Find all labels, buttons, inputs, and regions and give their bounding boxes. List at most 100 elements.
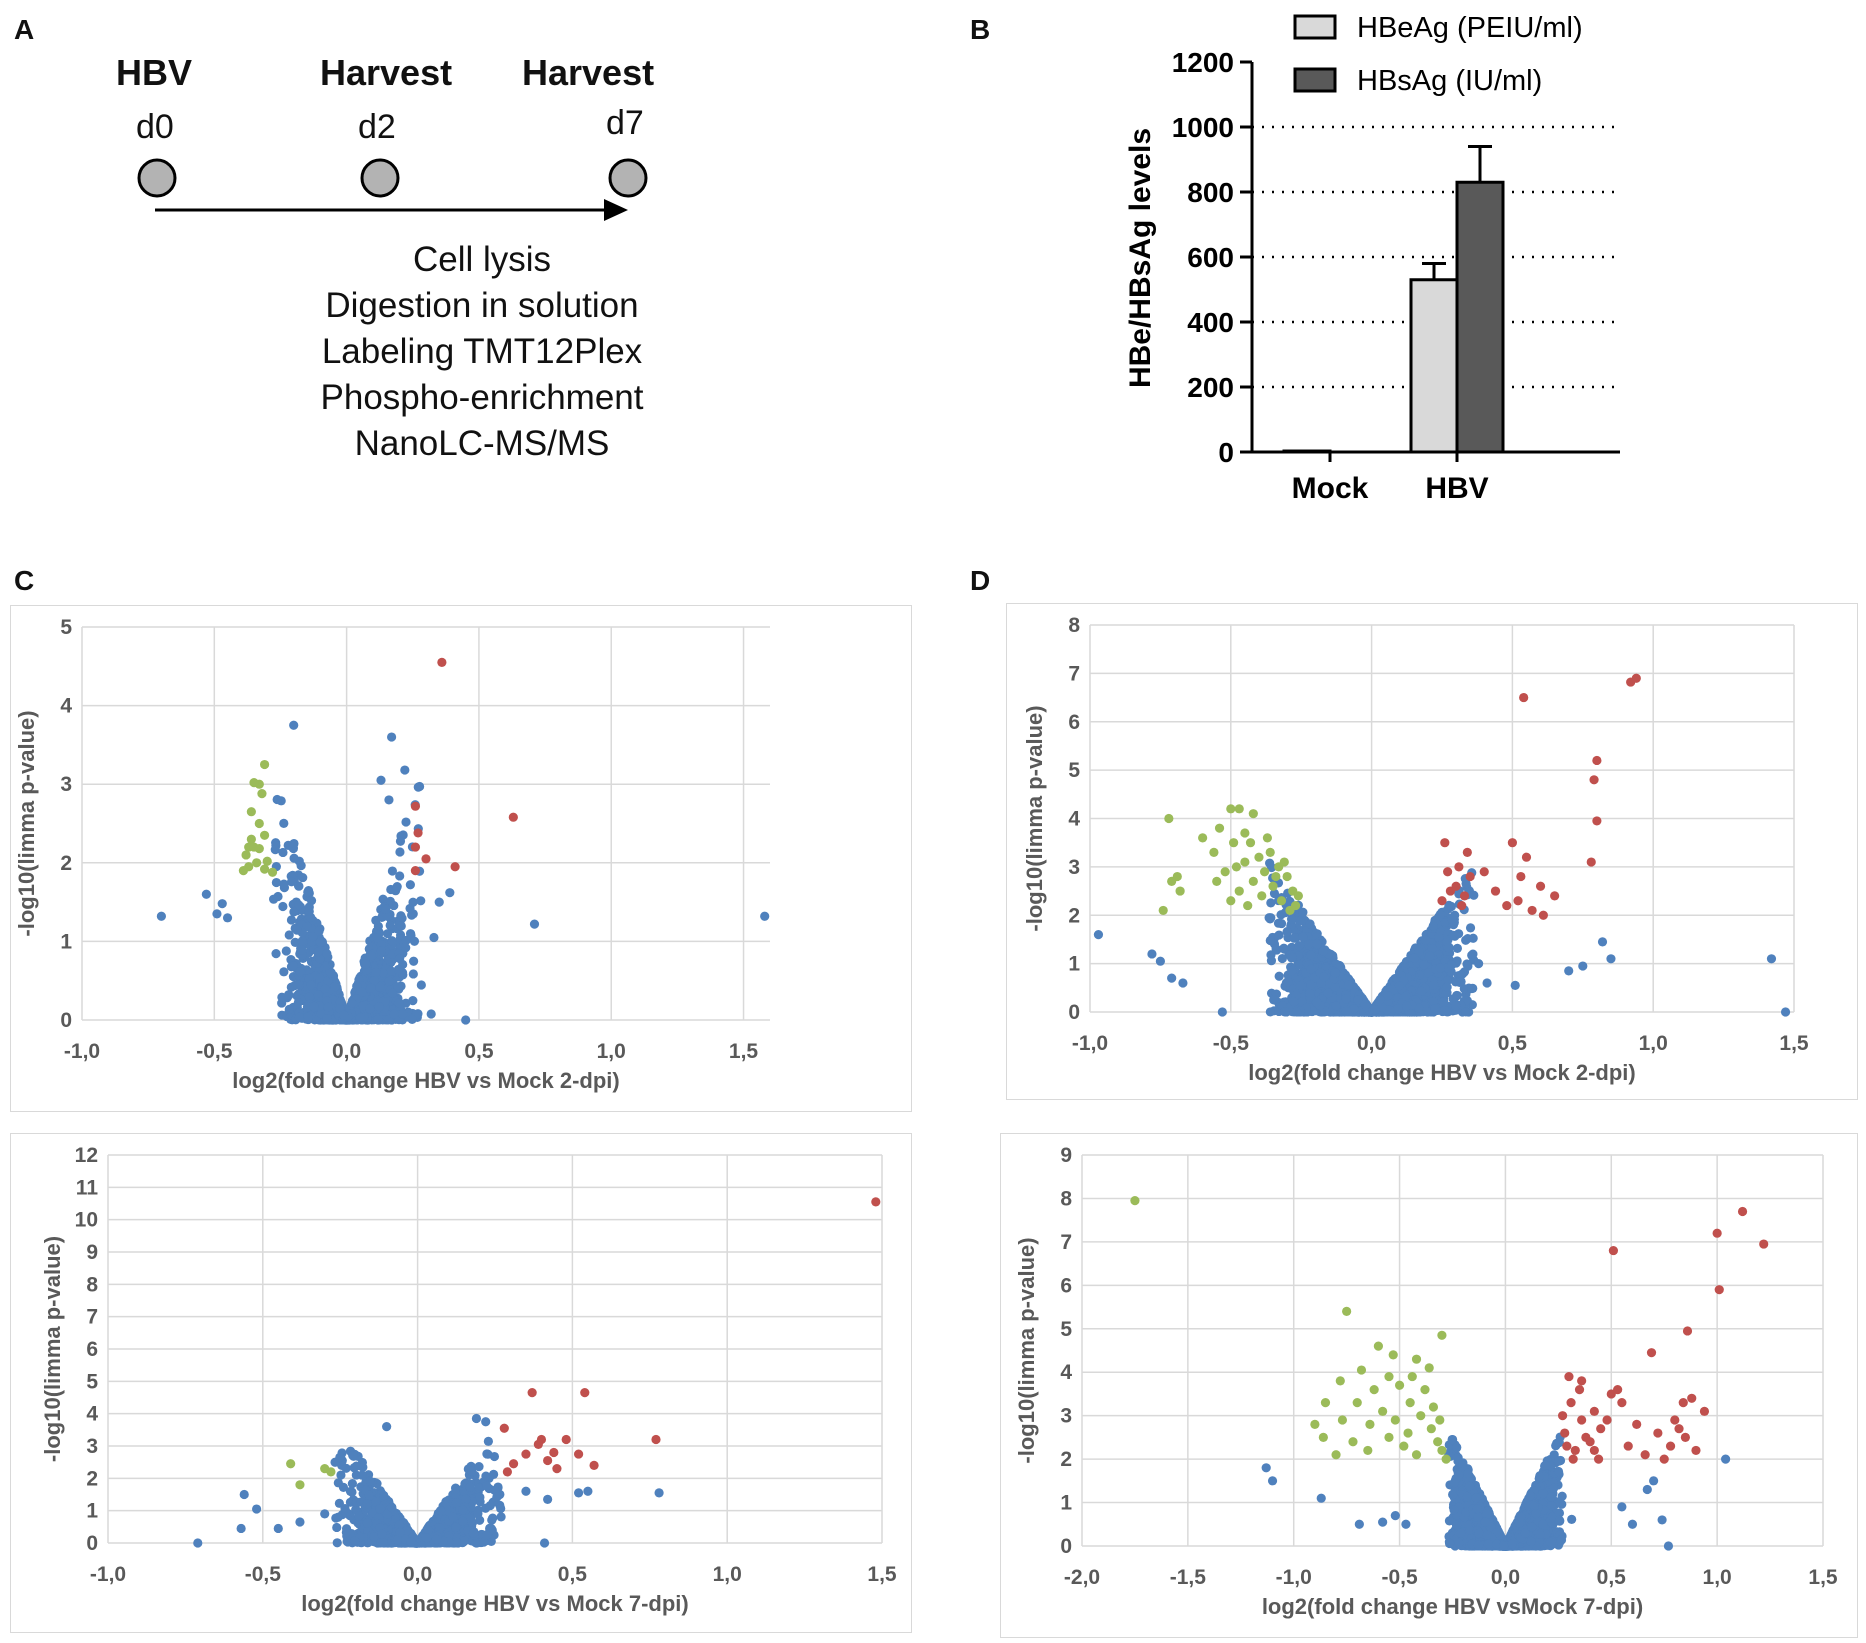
data-point (474, 1483, 484, 1493)
data-point (496, 1512, 506, 1522)
data-point (1459, 984, 1469, 994)
data-point (385, 920, 395, 930)
data-point (304, 906, 314, 916)
workflow-step: Phospho-enrichment (320, 378, 644, 417)
point-cloud (1264, 858, 1479, 1017)
y-tick-label: 200 (1187, 372, 1234, 403)
data-point-up (499, 1423, 509, 1433)
data-point (309, 1001, 319, 1012)
data-point-up (437, 657, 447, 667)
data-point (393, 964, 403, 975)
data-point (474, 1462, 484, 1472)
data-point (468, 1528, 479, 1538)
data-point (451, 1522, 461, 1533)
data-point (482, 1449, 492, 1459)
data-point-up (589, 1460, 599, 1470)
data-point (481, 1417, 491, 1427)
data-point-up (580, 1388, 590, 1398)
data-point (292, 980, 303, 990)
data-point (426, 1009, 436, 1019)
volcano-frame (10, 605, 912, 1112)
data-point (409, 936, 420, 946)
data-point-down (267, 867, 278, 877)
data-point (335, 1452, 345, 1463)
data-point (408, 996, 418, 1006)
data-point (366, 983, 376, 993)
data-point (760, 911, 770, 921)
timeline-marker (137, 158, 177, 198)
data-point (294, 1012, 305, 1022)
panel-label-c: C (14, 565, 35, 596)
legend-swatch (1293, 14, 1337, 40)
data-point (326, 968, 336, 978)
data-point-down (286, 1459, 296, 1469)
data-point (306, 980, 316, 990)
data-point-down (246, 807, 256, 817)
data-point (387, 866, 398, 876)
y-axis-label: HBe/HBsAg levels (1124, 128, 1157, 388)
data-point (269, 894, 279, 904)
x-axis-label: log2(fold change HBV vs Mock 7-dpi) (301, 1591, 688, 1616)
data-point (354, 1511, 364, 1521)
data-point (487, 1515, 497, 1525)
data-point (496, 1503, 506, 1514)
data-point (458, 1516, 468, 1527)
data-point (270, 845, 280, 855)
y-tick-label: 0 (86, 1532, 98, 1555)
data-point (1274, 971, 1284, 981)
data-point (409, 956, 419, 966)
x-tick-label: 1,5 (867, 1563, 897, 1586)
data-point (377, 1529, 387, 1539)
data-point (395, 1527, 405, 1538)
data-point (573, 1488, 584, 1498)
timeline-event-title: Harvest (522, 52, 655, 93)
data-point (239, 1489, 249, 1500)
data-point (387, 732, 397, 742)
data-point (293, 997, 303, 1008)
timeline-event-day: d7 (606, 104, 644, 142)
y-axis-label: -log10(limma p-value) (1022, 705, 1047, 931)
data-point (303, 1012, 314, 1023)
data-point (461, 1494, 471, 1504)
x-tick-label: 0,5 (1498, 1032, 1528, 1055)
data-point (372, 933, 382, 943)
y-tick-label: 7 (1068, 662, 1080, 685)
data-point (308, 931, 318, 942)
data-point (473, 1509, 483, 1519)
data-point (407, 1014, 417, 1025)
data-point (451, 1498, 462, 1508)
data-point (375, 982, 385, 992)
data-point (339, 1010, 349, 1020)
data-point (401, 935, 411, 946)
data-point-up (651, 1434, 661, 1445)
data-point (387, 988, 398, 998)
y-axis-label: -log10(limma p-value) (40, 1236, 65, 1462)
y-tick-label: 2 (86, 1467, 98, 1490)
data-point-down (254, 844, 264, 854)
data-point (384, 795, 394, 805)
data-point (431, 1534, 442, 1544)
y-tick-label: 6 (86, 1338, 98, 1361)
data-point-up (413, 828, 423, 838)
y-tick-label: 600 (1187, 242, 1234, 273)
data-point-down (257, 789, 267, 799)
timeline-event-day: d0 (136, 108, 174, 146)
point-cloud (330, 1436, 506, 1548)
x-tick-label: -1,0 (90, 1563, 126, 1586)
data-point (583, 1486, 593, 1496)
data-point (378, 1537, 388, 1548)
data-point (362, 1498, 373, 1509)
data-point (397, 1009, 408, 1019)
x-axis-label: log2(fold change HBV vs Mock 2-dpi) (232, 1068, 619, 1093)
data-point (298, 872, 308, 883)
y-tick-label: 5 (60, 616, 72, 639)
data-point (387, 1502, 397, 1512)
data-point (382, 1422, 392, 1432)
data-point (466, 1502, 476, 1512)
data-point (284, 1004, 294, 1014)
data-point (315, 973, 325, 983)
y-tick-label: 1 (1068, 953, 1080, 976)
y-tick-label: 9 (86, 1241, 98, 1264)
